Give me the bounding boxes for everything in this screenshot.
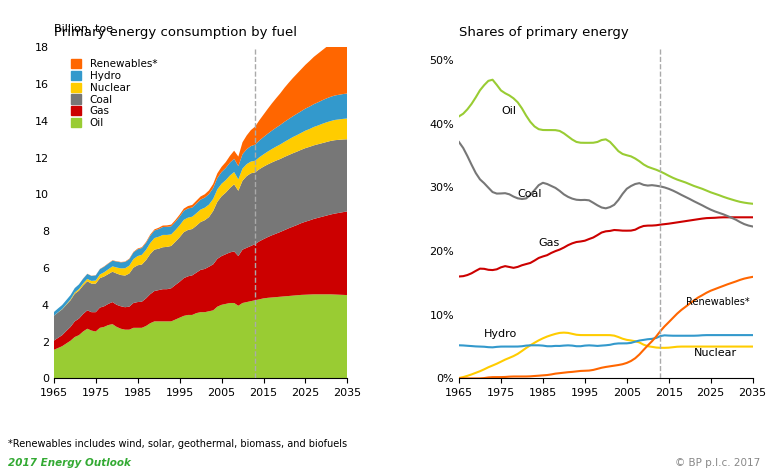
Text: © BP p.l.c. 2017: © BP p.l.c. 2017 — [675, 458, 760, 468]
Text: *Renewables includes wind, solar, geothermal, biomass, and biofuels: *Renewables includes wind, solar, geothe… — [8, 439, 347, 449]
Text: Hydro: Hydro — [484, 329, 518, 339]
Text: Billion  toe: Billion toe — [54, 24, 113, 34]
Text: Oil: Oil — [501, 106, 516, 116]
Legend: Renewables*, Hydro, Nuclear, Coal, Gas, Oil: Renewables*, Hydro, Nuclear, Coal, Gas, … — [68, 56, 161, 131]
Text: Shares of primary energy: Shares of primary energy — [459, 26, 629, 39]
Text: Nuclear: Nuclear — [694, 348, 737, 358]
Text: Renewables*: Renewables* — [686, 297, 749, 307]
Text: Coal: Coal — [518, 189, 542, 199]
Text: Primary energy consumption by fuel: Primary energy consumption by fuel — [54, 26, 296, 39]
Text: 2017 Energy Outlook: 2017 Energy Outlook — [8, 458, 131, 468]
Text: Gas: Gas — [538, 238, 560, 248]
